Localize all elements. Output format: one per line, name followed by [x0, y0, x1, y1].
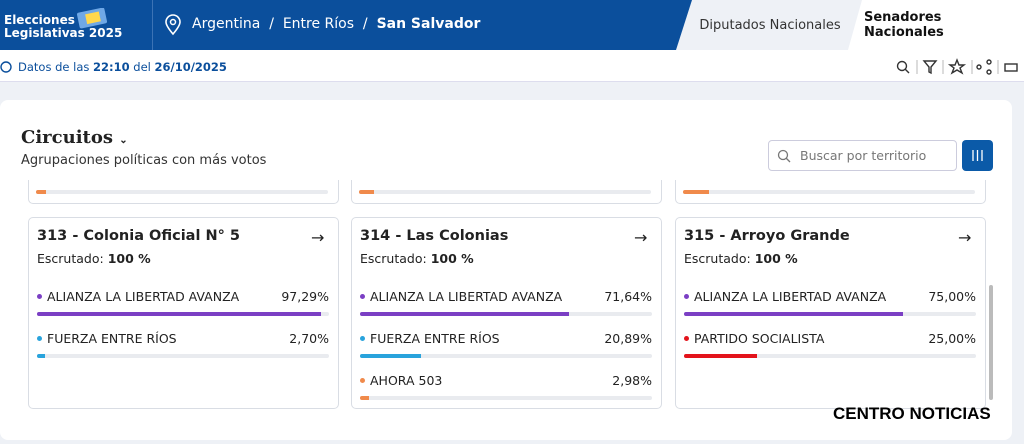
tab-shapes: [676, 0, 1024, 50]
breadcrumb: Argentina / Entre Ríos / San Salvador: [192, 16, 481, 32]
search-placeholder: Buscar por territorio: [800, 148, 927, 163]
value: 100 %: [430, 251, 474, 266]
party-name: ALIANZA LA LIBERTAD AVANZA: [370, 289, 563, 304]
party-dot: [360, 378, 365, 383]
party-name: FUERZA ENTRE RÍOS: [47, 331, 177, 346]
logo-line: Legislativas 2025: [4, 26, 123, 40]
arrow-icon[interactable]: →: [311, 228, 325, 247]
card-title: 314 - Las Colonias: [360, 228, 509, 244]
panel-subtitle: Agrupaciones políticas con más votos: [21, 153, 267, 168]
refresh-icon: [0, 61, 12, 73]
bar-track: [360, 396, 652, 400]
data-time: Datos de las 22:10 del 26/10/2025: [18, 60, 227, 74]
crumb[interactable]: Argentina: [192, 16, 261, 32]
divider: [152, 0, 153, 50]
party-name: ALIANZA LA LIBERTAD AVANZA: [47, 289, 240, 304]
bar-fill: [37, 312, 322, 316]
logo-line: Elecciones: [4, 13, 75, 27]
subbar: Datos de las 22:10 del 26/10/2025 Result…: [0, 50, 1024, 131]
party-percent: 97,29%: [281, 289, 329, 304]
tab[interactable]: Diputados Nacionales: [699, 17, 841, 33]
party-name: FUERZA ENTRE RÍOS: [370, 331, 500, 346]
bar-fill: [36, 190, 47, 194]
logo-icon: [77, 8, 107, 29]
crumb: San Salvador: [376, 16, 481, 32]
scrollbar[interactable]: [989, 285, 993, 400]
party-dot: [360, 336, 365, 341]
party-dot: [37, 336, 42, 341]
bar-track: [359, 190, 651, 194]
scrutinized: Escrutado: 100 %: [684, 251, 798, 266]
panel-title[interactable]: Circuitos ⌄: [21, 127, 128, 148]
filter-icon: [972, 150, 983, 161]
card-title: 313 - Colonia Oficial N° 5: [37, 228, 241, 244]
party-name: ALIANZA LA LIBERTAD AVANZA: [694, 289, 887, 304]
party-percent: 2,70%: [289, 331, 329, 346]
party-percent: 25,00%: [928, 331, 976, 346]
party-dot: [684, 336, 689, 341]
crumb[interactable]: Entre Ríos: [282, 16, 355, 32]
scrutinized: Escrutado: 100 %: [37, 251, 151, 266]
party-dot: [684, 294, 689, 299]
tab-active[interactable]: Senadores Nacionales: [864, 10, 944, 40]
arrow-icon[interactable]: →: [634, 228, 648, 247]
scrutinized: Escrutado: 100 %: [360, 251, 474, 266]
logo[interactable]: Elecciones Legislativas 2025: [4, 14, 122, 40]
result-card: 313 - Colonia Oficial N° 5 → Escrutado: 10…: [28, 217, 339, 409]
search-box[interactable]: Buscar por territorio: [768, 140, 957, 171]
bar-fill: [684, 354, 757, 358]
arrow-icon[interactable]: →: [958, 228, 972, 247]
location-icon: [165, 14, 181, 36]
bar-track: [683, 190, 975, 194]
time: 22:10: [93, 60, 130, 74]
result-card: 315 - Arroyo Grande → Escrutado: 100 % ALIA…: [675, 217, 986, 409]
party-name: PARTIDO SOCIALISTA: [694, 331, 825, 346]
bar-fill: [360, 396, 369, 400]
bar-fill: [684, 312, 903, 316]
label: Escrutado:: [37, 251, 104, 266]
bar-track: [684, 312, 976, 316]
bar-track: [684, 354, 976, 358]
search-icon: [777, 149, 791, 163]
bar-track: [37, 354, 329, 358]
bar-track: [36, 190, 328, 194]
party-percent: 20,89%: [604, 331, 652, 346]
bar-track: [37, 312, 329, 316]
bar-fill: [360, 312, 570, 316]
bar-fill: [360, 354, 421, 358]
watermark: CENTRO NOTICIAS: [833, 404, 991, 423]
party-dot: [37, 294, 42, 299]
filter-button[interactable]: [962, 140, 993, 171]
party-name: AHORA 503: [370, 373, 443, 388]
bar-track: [360, 312, 652, 316]
party-dot: [360, 294, 365, 299]
bar-track: [360, 354, 652, 358]
title: Circuitos: [21, 127, 113, 148]
value: 100 %: [107, 251, 151, 266]
bar-fill: [683, 190, 710, 194]
bar-fill: [359, 190, 374, 194]
text: Datos de las: [18, 60, 90, 74]
party-percent: 75,00%: [928, 289, 976, 304]
result-card: 314 - Las Colonias → Escrutado: 100 % ALIAN…: [351, 217, 662, 409]
toolbar-icons: [896, 58, 1018, 75]
party-percent: 71,64%: [604, 289, 652, 304]
party-percent: 2,98%: [612, 373, 652, 388]
bar-fill: [37, 354, 45, 358]
header: Elecciones Legislativas 2025 Argentina / …: [0, 0, 1024, 50]
date: 26/10/2025: [154, 60, 227, 74]
label: Escrutado:: [360, 251, 427, 266]
value: 100 %: [754, 251, 798, 266]
text: del: [133, 60, 151, 74]
label: Escrutado:: [684, 251, 751, 266]
card-title: 315 - Arroyo Grande: [684, 228, 850, 244]
